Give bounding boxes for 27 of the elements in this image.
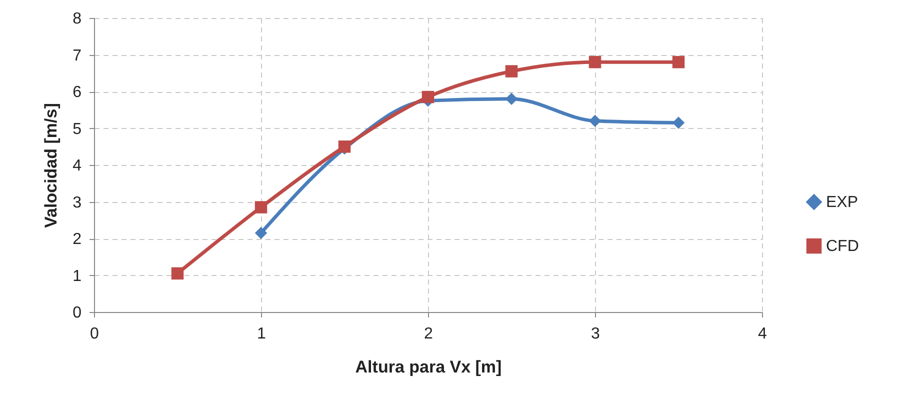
y-tick-label: 0 xyxy=(72,304,82,322)
x-tick-label: 3 xyxy=(591,326,600,342)
x-tick-label: 1 xyxy=(257,326,266,342)
y-tick-label: 4 xyxy=(72,158,82,174)
y-axis-title: Valocidad [m/s] xyxy=(42,103,61,228)
x-tick-label: 4 xyxy=(758,326,768,342)
y-tick-label: 3 xyxy=(72,194,82,212)
x-tick-label: 0 xyxy=(90,326,100,342)
y-tick-label: 7 xyxy=(72,47,82,64)
legend-label: EXP xyxy=(826,194,858,211)
point xyxy=(254,226,268,240)
point xyxy=(505,65,518,78)
point xyxy=(171,267,184,280)
point xyxy=(254,201,268,214)
y-tick-label: 6 xyxy=(72,84,82,101)
point xyxy=(422,90,434,104)
point xyxy=(505,92,518,105)
x-tick-label: 2 xyxy=(424,326,434,342)
y-tick-label: 5 xyxy=(72,120,82,138)
x-axis-title: Altura para Vx [m] xyxy=(355,358,502,376)
legend-label: CFD xyxy=(826,238,859,255)
y-tick-label: 8 xyxy=(72,10,82,28)
point xyxy=(588,56,602,68)
y-tick-label: 2 xyxy=(72,231,82,248)
point xyxy=(672,56,685,68)
y-tick-label: 1 xyxy=(72,268,82,285)
point xyxy=(588,114,602,128)
